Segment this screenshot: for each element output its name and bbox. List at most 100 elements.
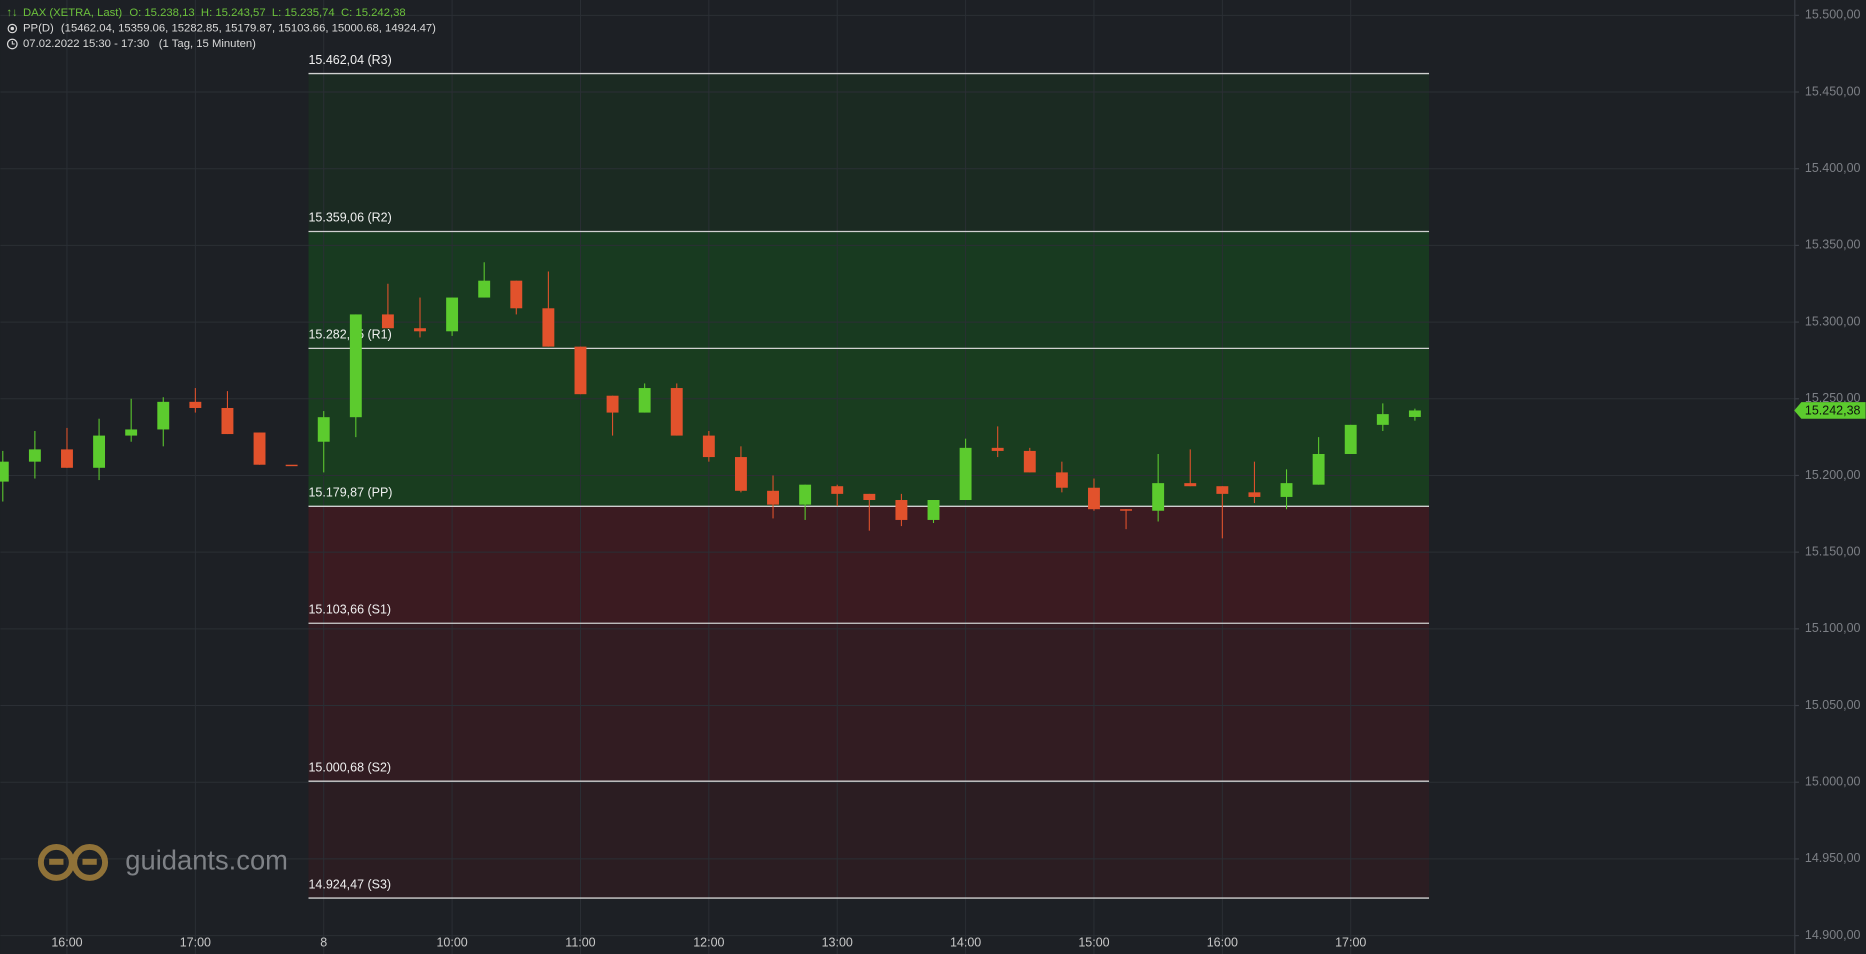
clock-icon [6, 38, 18, 50]
candle-body [1344, 424, 1357, 454]
candle-body [0, 461, 9, 482]
logo-ring-right [71, 843, 109, 881]
y-tick-label: 15.450,00 [1805, 84, 1861, 98]
candle-body [1088, 487, 1100, 510]
y-tick-label: 15.250,00 [1805, 391, 1861, 405]
candle-body [317, 417, 330, 442]
pivot-zone [308, 231, 1430, 349]
last-price-badge [1794, 402, 1866, 419]
x-tick-label: 11:00 [565, 936, 595, 950]
candle-body [1408, 410, 1421, 417]
grid [0, 0, 1795, 954]
period: 07.02.2022 15:30 - 17:30 [23, 38, 149, 50]
candle-body [574, 346, 587, 395]
x-tick-label: 16:00 [1207, 936, 1238, 950]
pivot-label: 15.179,87 (PP) [308, 486, 392, 500]
candle-body [253, 432, 266, 465]
ohlc-values: O: 15.238,13 H: 15.243,57 L: 15.235,74 C… [129, 7, 405, 19]
pivot-label: 14.924,47 (S3) [308, 877, 391, 891]
y-tick-label: 15.100,00 [1805, 621, 1861, 635]
candle-body [1120, 509, 1133, 511]
indicator-icon-dot [10, 26, 15, 31]
candle-body [446, 297, 459, 332]
symbol-icon: ↑↓ [6, 7, 17, 19]
candle-body [1152, 483, 1165, 511]
candle-body [61, 449, 73, 468]
candle-body [1184, 483, 1197, 487]
y-tick-label: 15.050,00 [1805, 698, 1861, 712]
x-tick-label: 16:00 [51, 936, 82, 950]
indicator-values: (15462.04, 15359.06, 15282.85, 15179.87,… [61, 23, 436, 35]
candle-body [863, 493, 876, 501]
x-tick-label: 14:00 [950, 936, 981, 950]
indicator-line: PP(D) (15462.04, 15359.06, 15282.85, 1517… [23, 23, 436, 35]
last-price-label: 15.242,38 [1805, 403, 1861, 417]
candle-body [799, 484, 812, 505]
candle-body [381, 314, 394, 329]
candle-body [28, 449, 41, 462]
candle-body [221, 407, 234, 435]
candle-body [638, 388, 651, 413]
candles [0, 262, 1421, 539]
candle-body [1280, 483, 1293, 497]
pivot-label: 15.103,66 (S1) [308, 602, 391, 616]
y-axis-panel [1794, 0, 1866, 954]
candle-body [1216, 486, 1229, 494]
candle-body [157, 401, 170, 430]
y-tick-label: 15.300,00 [1805, 314, 1861, 328]
header-line: DAX (XETRA, Last) O: 15.238,13 H: 15.243,… [23, 7, 406, 19]
candle-body [478, 280, 491, 298]
candle-body [1055, 472, 1068, 488]
candle-body [542, 308, 555, 347]
candle-body [895, 500, 908, 520]
candle-body [670, 388, 683, 436]
period-line: 07.02.2022 15:30 - 17:30 (1 Tag, 15 Minut… [23, 38, 256, 50]
pivot-label: 15.000,68 (S2) [308, 760, 391, 774]
watermark: guidants.com [37, 843, 288, 881]
candle-body [510, 280, 523, 309]
candle-body [1376, 414, 1389, 425]
candle-body [606, 395, 619, 413]
candle-body [767, 490, 779, 505]
candle-body [831, 486, 844, 494]
header: ↑↓ DAX (XETRA, Last) O: 15.238,13 H: 15.2… [6, 7, 436, 50]
candle-body [93, 435, 106, 468]
candle-body [734, 457, 747, 491]
candle-body [125, 429, 138, 436]
logo-bar-right [82, 858, 97, 865]
indicator-name: PP(D) [23, 23, 54, 35]
y-tick-label: 14.950,00 [1805, 851, 1861, 865]
pivot-zone [308, 623, 1430, 782]
x-tick-label: 13:00 [822, 936, 853, 950]
candle-body [927, 500, 940, 520]
x-tick-label: 8 [320, 936, 327, 950]
candle-body [1248, 492, 1261, 497]
y-tick-label: 15.150,00 [1805, 544, 1861, 558]
pivot-zone [308, 781, 1430, 899]
pivot-levels: 15.462,04 (R3)15.359,06 (R2)15.282,85 (R… [308, 53, 1430, 899]
y-tick-label: 14.900,00 [1805, 928, 1861, 942]
y-tick-label: 15.400,00 [1805, 161, 1861, 175]
y-axis: 15.500,00 15.450,00 15.400,00 15.350,00 15.3… [1794, 8, 1866, 942]
x-tick-label: 17:00 [1335, 936, 1366, 950]
candle-body [1023, 450, 1036, 473]
indicator-icon [7, 23, 18, 34]
x-tick-label: 10:00 [436, 936, 467, 950]
instrument: DAX (XETRA, Last) [23, 7, 122, 19]
y-tick-label: 15.200,00 [1805, 468, 1861, 482]
y-tick-label: 15.000,00 [1805, 775, 1861, 789]
y-tick-label: 15.350,00 [1805, 238, 1861, 252]
candle-body [991, 447, 1004, 451]
candle-body [702, 435, 715, 458]
pivot-zones [308, 73, 1430, 899]
clock-hands [11, 41, 15, 45]
x-tick-label: 17:00 [180, 936, 211, 950]
pivot-zone [308, 348, 1430, 507]
interval: (1 Tag, 15 Minuten) [159, 38, 256, 50]
x-tick-label: 15:00 [1078, 936, 1109, 950]
pivot-zone [308, 506, 1430, 624]
candle-body [414, 328, 426, 332]
candle-body [959, 447, 972, 501]
